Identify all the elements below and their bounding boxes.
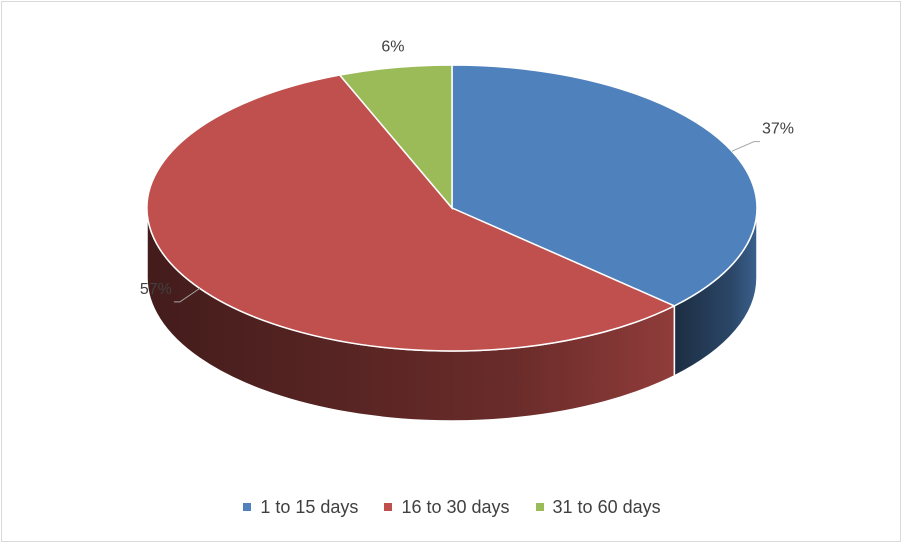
legend-label: 16 to 30 days [401, 496, 510, 517]
leader-lines [173, 141, 760, 303]
leader-line-1-to-15-days [731, 141, 760, 152]
legend-swatch [535, 503, 544, 511]
pie-slice-1-to-15-days [451, 64, 758, 307]
leader-line-16-to-30-days [173, 287, 201, 303]
legend-label: 31 to 60 days [552, 496, 661, 517]
pie-slice-31-to-60-days [338, 64, 453, 211]
legend-label: 1 to 15 days [260, 496, 359, 517]
data-label-1-to-15-days: 37% [762, 121, 794, 138]
pie-slices [146, 64, 758, 352]
legend-item-16-to-30-days: 16 to 30 days [384, 496, 510, 518]
legend-item-1-to-15-days: 1 to 15 days [243, 497, 358, 518]
data-labels: 37% 57% 6% [140, 39, 794, 298]
legend-swatch [384, 503, 393, 511]
legend-item-31-to-60-days: 31 to 60 days [535, 496, 661, 518]
data-label-31-to-60-days: 6% [381, 39, 404, 56]
legend: 1 to 15 days 16 to 30 days 31 to 60 days [0, 494, 904, 520]
legend-swatch [243, 503, 252, 511]
data-label-16-to-30-days: 57% [140, 281, 172, 298]
